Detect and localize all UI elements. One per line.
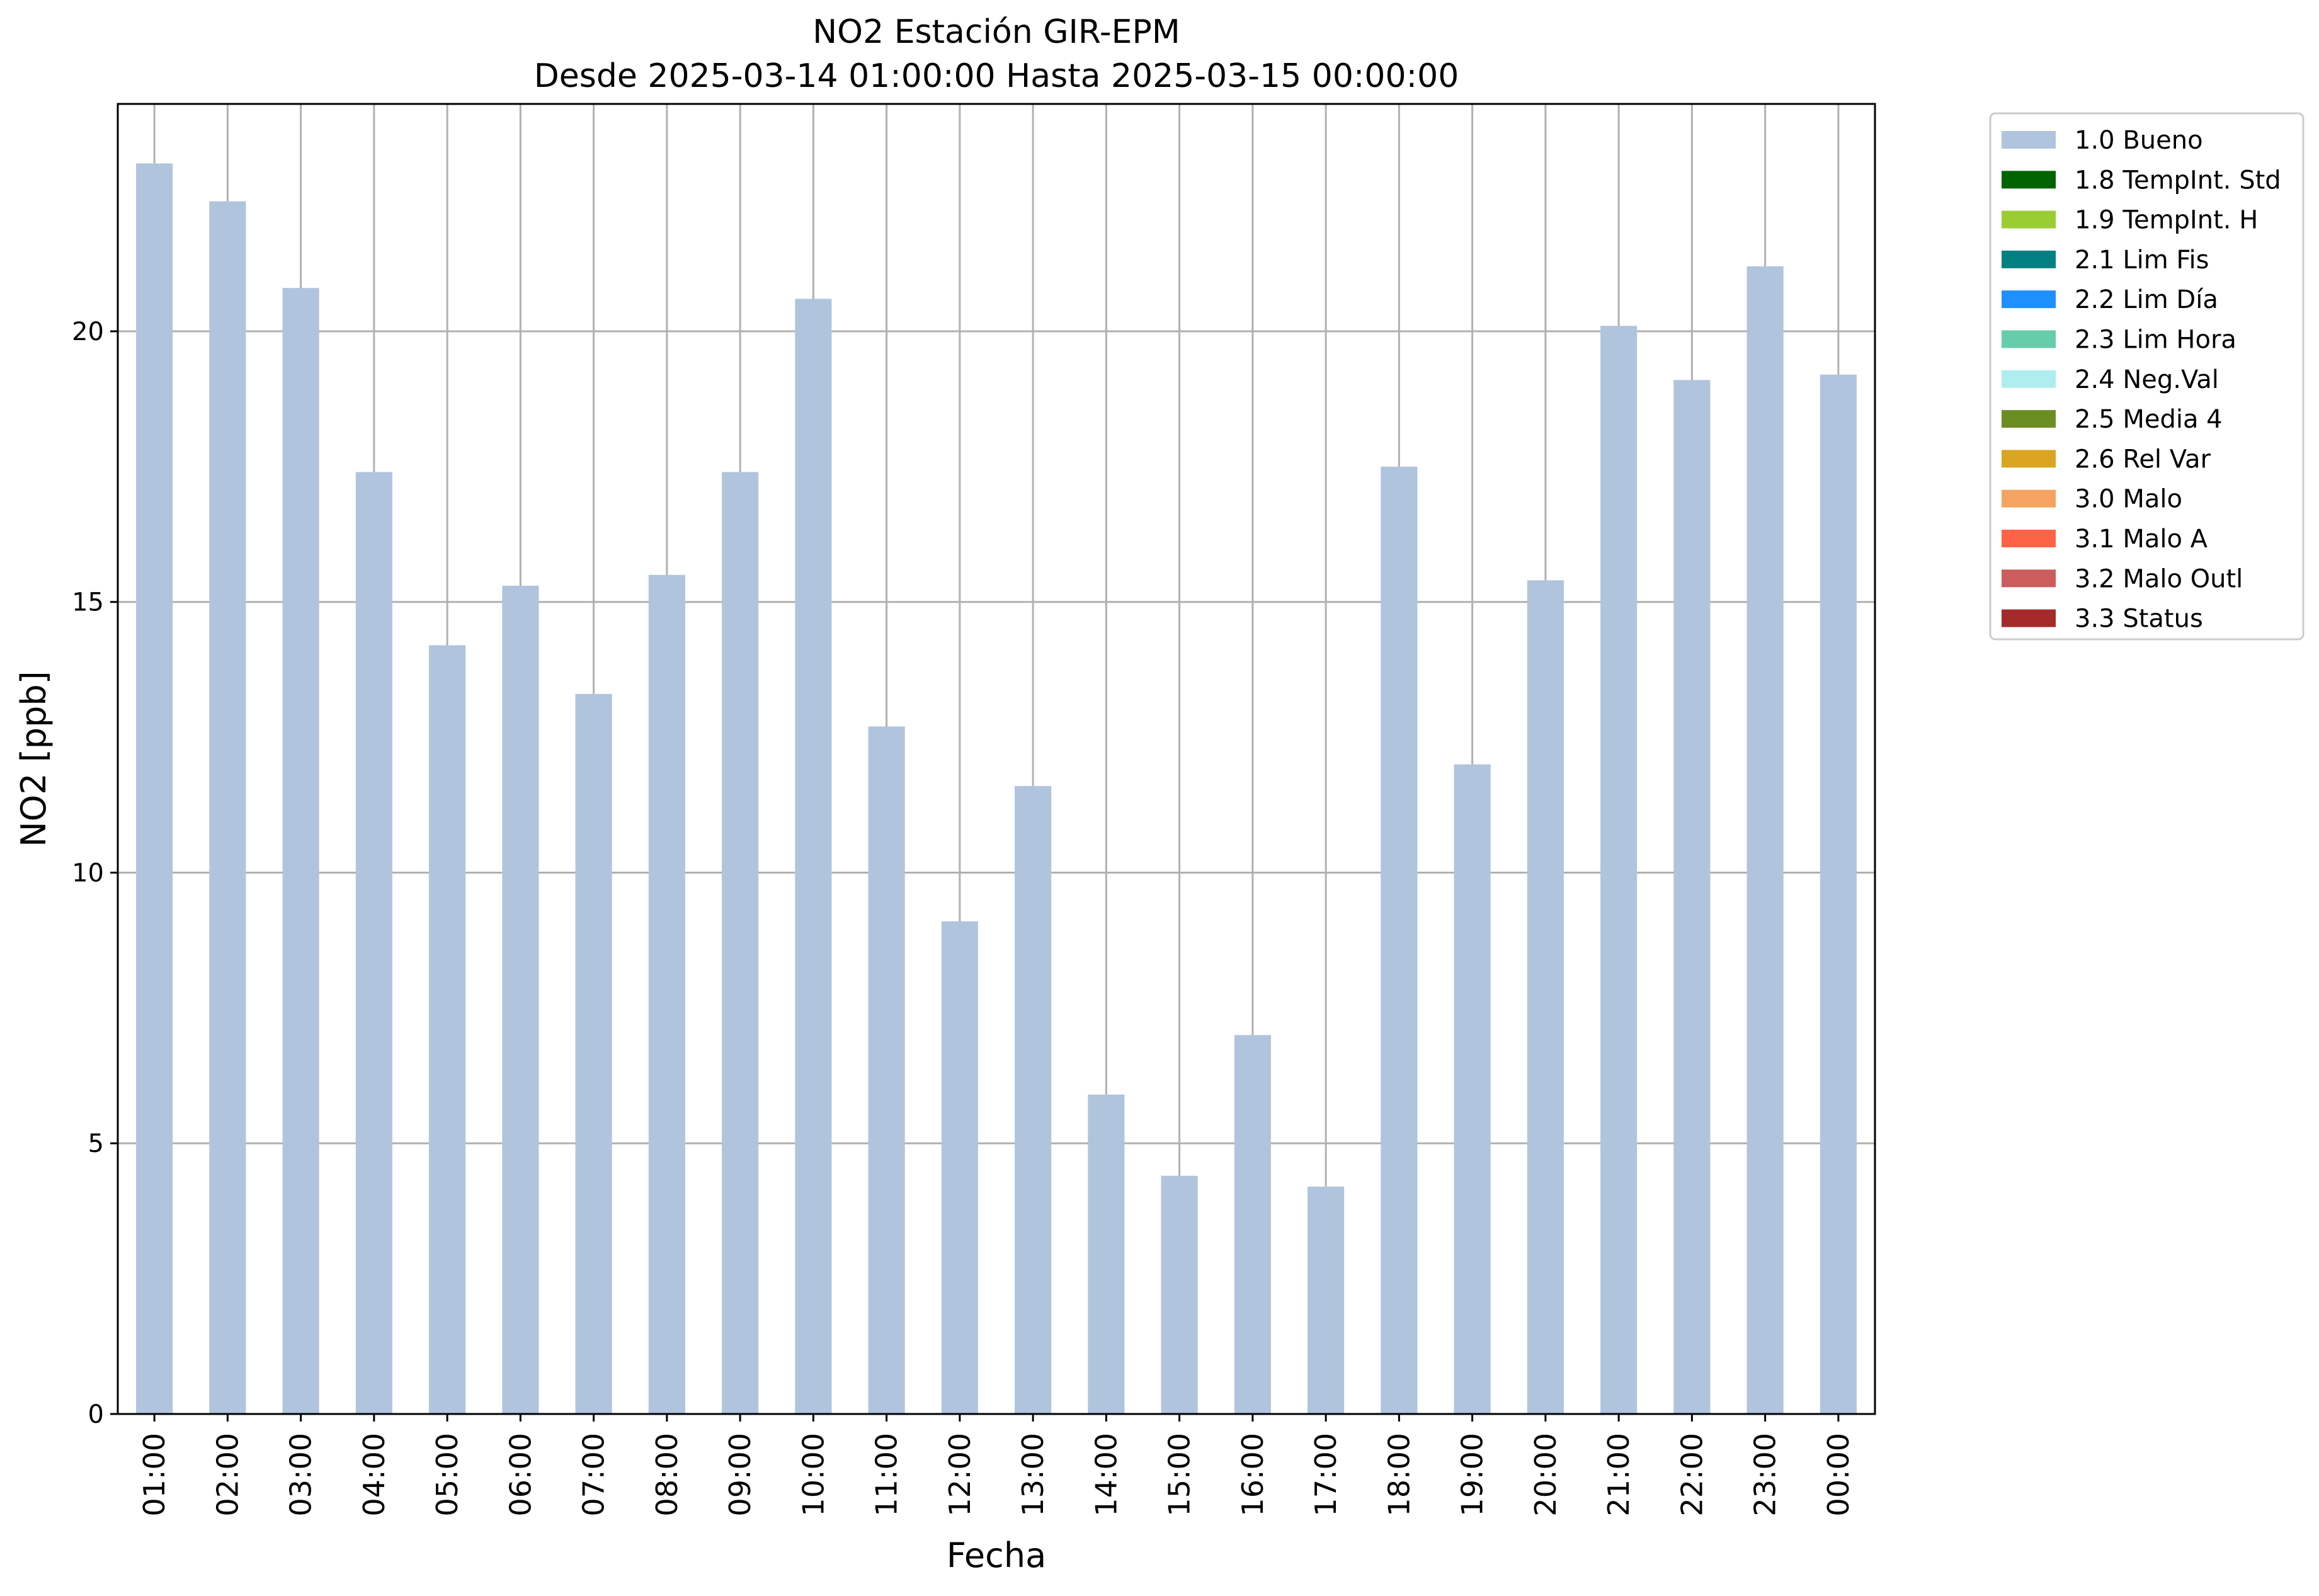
x-tick-label-18: 19:00: [1456, 1433, 1490, 1517]
x-tick-label-13: 14:00: [1089, 1433, 1123, 1517]
x-tick-label-0: 01:00: [137, 1433, 171, 1517]
legend-label-5: 2.3 Lim Hora: [2075, 326, 2236, 355]
chart-subtitle: Desde 2025-03-14 01:00:00 Hasta 2025-03-…: [534, 57, 1459, 95]
x-tick-label-19: 20:00: [1529, 1433, 1563, 1517]
y-tick-label-3: 15: [72, 588, 104, 617]
bar-10:00: [795, 299, 832, 1414]
bar-00:00: [1820, 374, 1857, 1414]
legend-label-11: 3.2 Malo Outl: [2075, 564, 2243, 593]
x-axis: 01:00 02:00 03:00 04:00 05:00 06:00 07:00 08:00…: [137, 1414, 1855, 1517]
legend-swatch-6: [2002, 370, 2056, 388]
x-tick-label-21: 22:00: [1675, 1433, 1709, 1517]
legend-swatch-7: [2002, 410, 2056, 428]
bar-05:00: [429, 645, 466, 1414]
legend-label-7: 2.5 Media 4: [2075, 405, 2223, 434]
x-tick-label-16: 17:00: [1309, 1433, 1343, 1517]
legend-swatch-3: [2002, 250, 2056, 268]
bar-18:00: [1381, 466, 1418, 1414]
y-tick-label-4: 20: [72, 317, 104, 346]
x-tick-label-5: 06:00: [503, 1433, 537, 1517]
legend-label-9: 3.0 Malo: [2075, 485, 2182, 514]
legend-swatch-9: [2002, 489, 2056, 508]
bar-15:00: [1161, 1175, 1198, 1414]
x-tick-label-2: 03:00: [284, 1433, 318, 1517]
bar-22:00: [1673, 380, 1711, 1414]
legend-swatch-10: [2002, 530, 2056, 547]
y-tick-label-0: 0: [88, 1400, 104, 1429]
bar-21:00: [1600, 326, 1638, 1414]
bar-02:00: [209, 201, 246, 1415]
y-axis-label: NO2 [ppb]: [14, 671, 54, 846]
bar-03:00: [282, 288, 319, 1414]
bar-04:00: [355, 472, 392, 1414]
plot-frame: [117, 103, 1876, 1415]
legend-label-6: 2.4 Neg.Val: [2075, 365, 2219, 394]
x-tick-label-6: 07:00: [577, 1433, 611, 1517]
bar-01:00: [136, 163, 173, 1415]
legend-swatch-12: [2002, 609, 2056, 627]
legend-swatch-1: [2002, 171, 2056, 189]
legend-label-4: 2.2 Lim Día: [2075, 285, 2218, 314]
y-axis: 0 5 10 15 20: [72, 317, 118, 1429]
bar-06:00: [502, 585, 539, 1414]
x-tick-label-1: 02:00: [210, 1433, 244, 1517]
chart-title: NO2 Estación GIR-EPM: [812, 13, 1180, 51]
bar-23:00: [1746, 266, 1784, 1415]
bar-13:00: [1015, 785, 1052, 1414]
bar-12:00: [941, 921, 978, 1414]
bar-09:00: [722, 472, 759, 1414]
bar-16:00: [1234, 1035, 1271, 1414]
legend-swatch-5: [2002, 330, 2056, 348]
legend: 1.0 Bueno 1.8 TempInt. Std 1.9 TempInt. H 2…: [1989, 112, 2305, 641]
x-tick-label-8: 09:00: [723, 1433, 757, 1517]
legend-label-8: 2.6 Rel Var: [2075, 445, 2211, 474]
bar-07:00: [575, 693, 612, 1414]
x-tick-label-3: 04:00: [357, 1433, 391, 1517]
bar-17:00: [1308, 1187, 1345, 1414]
legend-label-1: 1.8 TempInt. Std: [2075, 166, 2281, 195]
y-tick-label-2: 10: [72, 858, 104, 887]
legend-label-2: 1.9 TempInt. H: [2075, 206, 2258, 235]
legend-swatch-2: [2002, 210, 2056, 229]
x-tick-label-14: 15:00: [1163, 1433, 1197, 1517]
x-tick-label-20: 21:00: [1602, 1433, 1636, 1517]
legend-swatch-11: [2002, 569, 2056, 588]
y-tick-label-1: 5: [88, 1129, 104, 1158]
x-tick-label-7: 08:00: [650, 1433, 684, 1517]
x-tick-label-22: 23:00: [1748, 1433, 1782, 1517]
bar-19:00: [1454, 764, 1491, 1414]
bar-11:00: [868, 726, 905, 1414]
legend-label-10: 3.1 Malo A: [2075, 525, 2208, 554]
x-tick-label-4: 05:00: [430, 1433, 464, 1517]
bar-08:00: [648, 574, 685, 1415]
bar-20:00: [1527, 580, 1564, 1414]
x-tick-label-15: 16:00: [1236, 1433, 1270, 1517]
legend-label-3: 2.1 Lim Fis: [2075, 246, 2209, 275]
x-tick-label-17: 18:00: [1382, 1433, 1416, 1517]
x-tick-label-12: 13:00: [1016, 1433, 1050, 1517]
legend-label-12: 3.3 Status: [2075, 605, 2203, 634]
legend-swatch-8: [2002, 450, 2056, 468]
legend-label-0: 1.0 Bueno: [2075, 126, 2203, 155]
bars: [136, 163, 1857, 1415]
bar-14:00: [1088, 1094, 1125, 1414]
legend-frame: [1989, 112, 2305, 641]
x-tick-label-11: 12:00: [943, 1433, 977, 1517]
legend-swatch-0: [2002, 131, 2056, 149]
x-axis-label: Fecha: [947, 1536, 1046, 1575]
x-tick-label-23: 00:00: [1821, 1433, 1855, 1517]
x-tick-label-10: 11:00: [870, 1433, 904, 1517]
legend-swatch-4: [2002, 290, 2056, 309]
x-tick-label-9: 10:00: [796, 1433, 830, 1517]
